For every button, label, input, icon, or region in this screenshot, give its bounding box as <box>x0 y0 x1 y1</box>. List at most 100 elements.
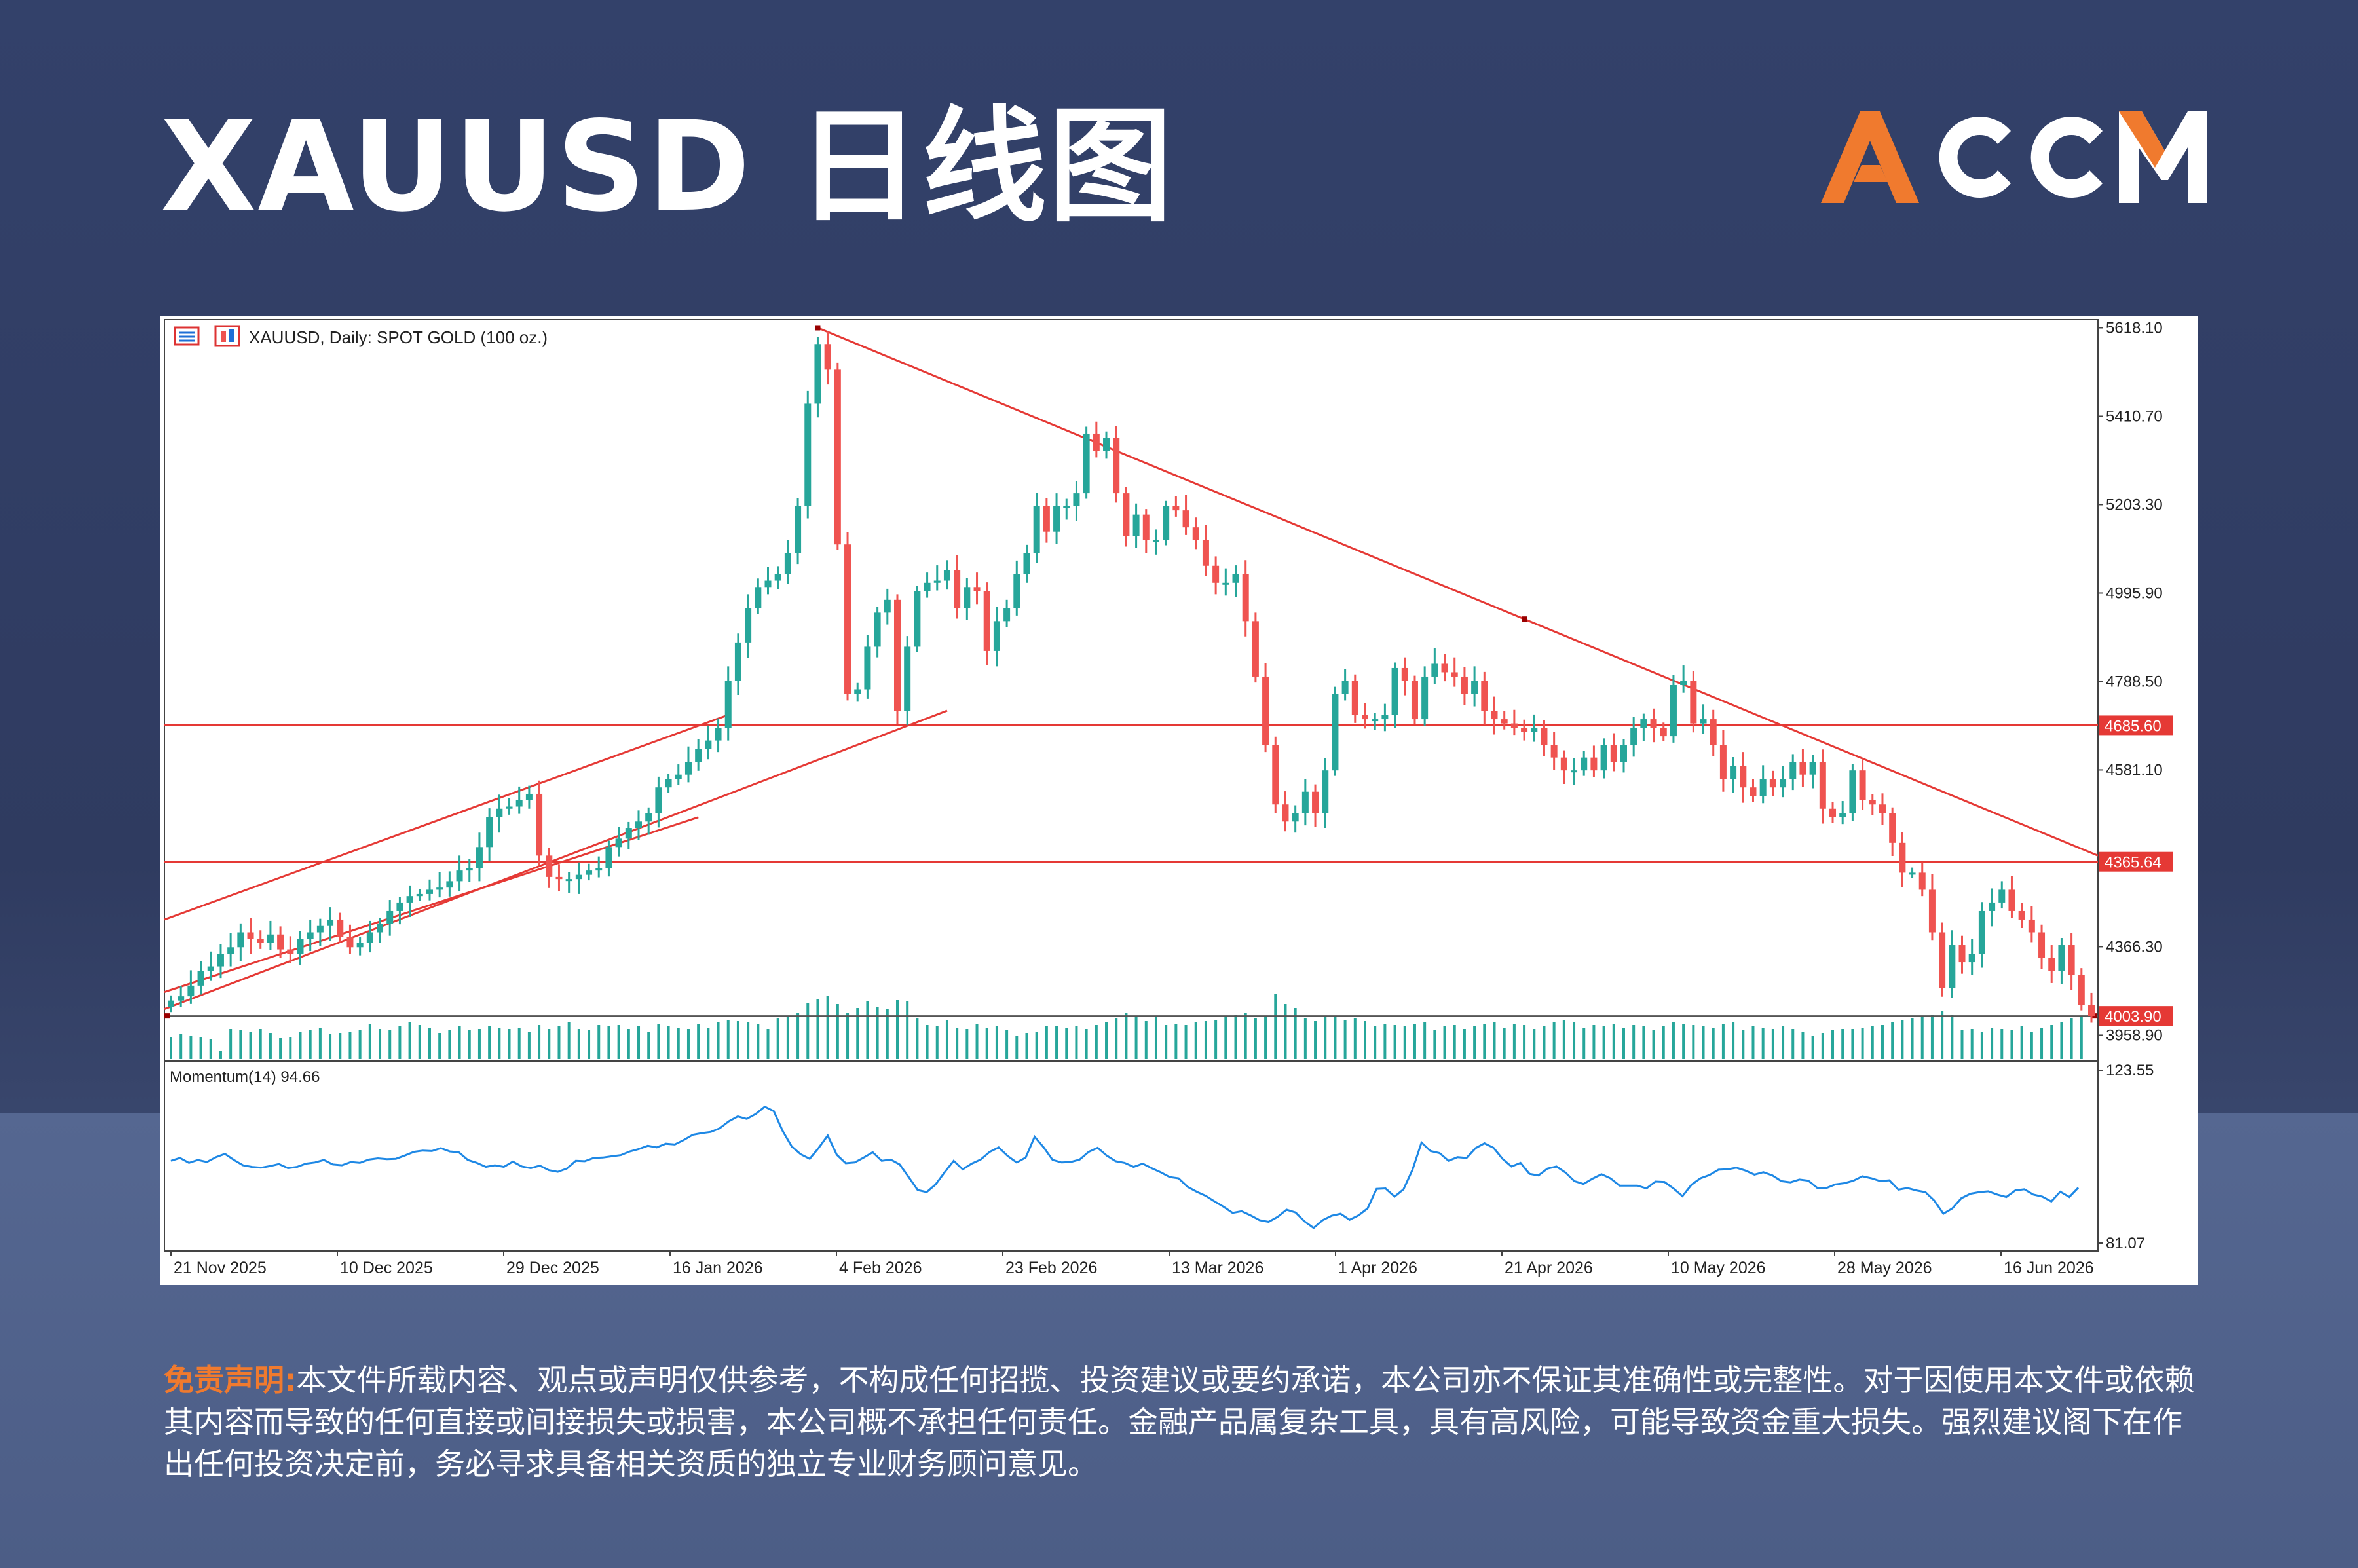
candle <box>1581 751 1588 776</box>
y-tick-label: 4366.30 <box>2106 938 2163 956</box>
candle <box>1710 709 1717 756</box>
channel-upper <box>164 714 729 921</box>
x-tick-label: 28 May 2026 <box>1837 1259 1932 1277</box>
candle <box>207 951 214 981</box>
candle <box>316 918 324 946</box>
y-tick-label: 5410.70 <box>2106 407 2163 425</box>
chart-title: XAUUSD, Daily: SPOT GOLD (100 oz.) <box>249 327 548 347</box>
candle <box>1113 426 1120 503</box>
candle <box>466 859 473 882</box>
candle <box>307 919 314 952</box>
candle <box>247 918 254 954</box>
candle <box>684 746 692 783</box>
candle <box>297 931 304 965</box>
candle <box>187 970 195 1004</box>
candle <box>1461 667 1468 705</box>
x-tick-label: 23 Feb 2026 <box>1005 1259 1097 1277</box>
x-tick-label: 1 Apr 2026 <box>1338 1259 1417 1277</box>
candle <box>1083 426 1090 499</box>
candle <box>774 566 781 589</box>
candle <box>1620 739 1627 773</box>
candle <box>525 785 533 809</box>
candle <box>1232 565 1239 597</box>
candle <box>1202 525 1209 576</box>
chart-borders <box>164 319 2099 1252</box>
candle <box>197 961 204 995</box>
candle <box>476 832 483 882</box>
candle <box>1660 722 1667 741</box>
candle <box>1093 421 1100 458</box>
candle <box>1431 648 1438 684</box>
candle <box>1372 713 1379 730</box>
candle <box>625 821 632 849</box>
x-tick-label: 16 Jun 2026 <box>2004 1259 2094 1277</box>
candle <box>824 331 831 385</box>
y-tick-label: 5203.30 <box>2106 496 2163 513</box>
candle <box>1849 764 1856 821</box>
candle <box>1073 481 1080 521</box>
candle <box>426 879 433 901</box>
candle <box>1690 671 1697 733</box>
candle <box>396 897 403 925</box>
candle <box>496 794 503 833</box>
candle <box>874 607 881 658</box>
candle <box>784 540 791 584</box>
candle <box>1301 779 1309 826</box>
candle <box>1491 696 1498 735</box>
candle <box>1182 495 1189 535</box>
candle <box>615 827 622 857</box>
momentum-tick-label: 123.55 <box>2106 1062 2154 1079</box>
candle <box>1381 703 1389 732</box>
candle <box>1600 738 1607 779</box>
candle <box>1630 717 1638 757</box>
candle <box>536 780 543 866</box>
level-label: 4365.64 <box>2099 851 2173 872</box>
candle <box>1610 733 1617 772</box>
channel-lower <box>164 709 948 1011</box>
candle <box>1222 568 1229 596</box>
candle <box>924 572 931 598</box>
candle <box>1550 732 1558 770</box>
candle <box>595 856 603 878</box>
candle <box>416 889 423 901</box>
candle <box>1780 766 1787 798</box>
candle <box>456 855 463 892</box>
candle <box>745 594 752 658</box>
candle <box>446 871 453 897</box>
chart-panel: Momentum(14) 94.66 123.55 81.07 4685.60 436… <box>160 316 2198 1285</box>
level-label: 4003.90 <box>2099 1006 2173 1026</box>
candles <box>168 331 2095 1023</box>
candle <box>1989 888 1996 927</box>
y-tick-label: 4581.10 <box>2106 761 2163 779</box>
chart-type-icon[interactable] <box>214 325 240 347</box>
candle <box>2018 903 2025 928</box>
candle <box>1451 657 1458 687</box>
candle <box>734 633 741 695</box>
candle <box>217 944 224 979</box>
candle <box>346 924 354 954</box>
candle <box>1571 758 1578 785</box>
candle <box>764 567 772 595</box>
candle <box>1928 874 1936 941</box>
candle <box>1680 665 1687 693</box>
candle <box>1819 749 1826 824</box>
candle <box>1282 791 1289 832</box>
axes: 4685.60 4365.64 4003.90 5618.10 5410.70 5203.… <box>170 319 2173 1277</box>
trend-lines <box>164 325 2099 1019</box>
candle <box>1351 674 1358 723</box>
candle <box>2048 945 2055 983</box>
candle <box>1501 711 1508 730</box>
chart-header: XAUUSD, Daily: SPOT GOLD (100 oz.) <box>174 325 548 347</box>
candle <box>1103 431 1110 459</box>
candle <box>1958 935 1966 974</box>
candle <box>1043 498 1050 543</box>
svg-text:4685.60: 4685.60 <box>2105 717 2162 735</box>
candle <box>178 986 185 1007</box>
candle <box>2058 937 2065 984</box>
candle <box>1918 862 1926 897</box>
candle <box>1740 752 1747 803</box>
volume-bars <box>170 994 2083 1059</box>
candle <box>257 930 264 949</box>
candle <box>1670 675 1677 743</box>
candle <box>864 635 871 699</box>
